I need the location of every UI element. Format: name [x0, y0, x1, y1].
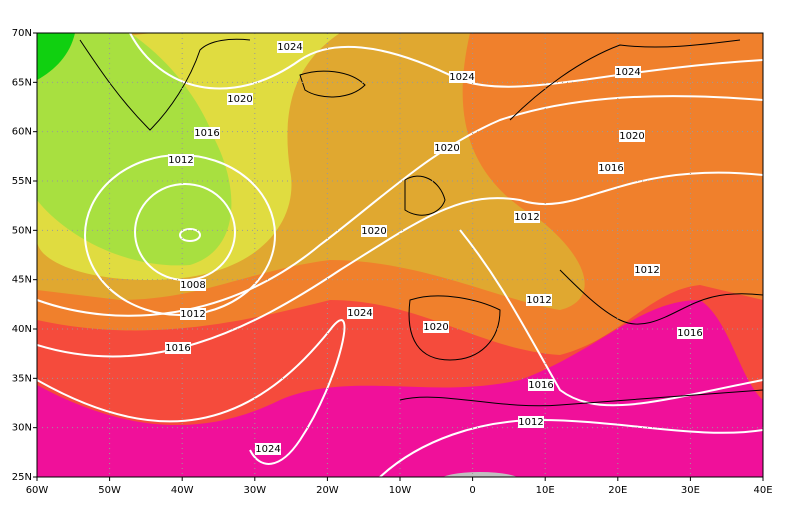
contour-label-box	[168, 154, 194, 166]
contour-label: 1008	[180, 280, 205, 291]
contour-label: 1012	[634, 265, 659, 276]
contour-label: 1020	[227, 94, 252, 105]
contour-label-box	[434, 142, 460, 154]
lon-label: 40W	[171, 485, 194, 496]
contour-label: 1012	[518, 417, 543, 428]
lon-label: 10E	[536, 485, 555, 496]
grid	[37, 33, 763, 477]
contour-labels: 1024 1024 1024 1020 1016 1020 1020 1012 1016 1012…	[165, 41, 703, 455]
pressure-field: 1024 1024 1024 1020 1016 1020 1020 1012 1016 1012…	[37, 33, 763, 477]
isobars	[37, 33, 763, 477]
band-gray	[442, 472, 518, 477]
contour-label: 1016	[165, 343, 190, 354]
lon-label: 0	[469, 485, 475, 496]
lat-label: 70N	[12, 28, 32, 39]
contour-label-box	[518, 416, 544, 428]
lat-label: 25N	[12, 472, 32, 483]
contour-label-box	[598, 162, 624, 174]
contour-label-box	[615, 66, 641, 78]
lon-label: 40E	[753, 485, 772, 496]
lon-label: 50W	[98, 485, 121, 496]
lat-label: 65N	[12, 77, 32, 88]
contour-label-box	[528, 379, 554, 391]
band-light-green	[37, 33, 232, 266]
contour-label-box	[277, 41, 303, 53]
lon-label: 20W	[316, 485, 339, 496]
lon-label: 30E	[681, 485, 700, 496]
contour-label-box	[180, 279, 206, 291]
contour-label: 1024	[347, 308, 372, 319]
contour-label: 1020	[619, 131, 644, 142]
contour-label-box	[449, 71, 475, 83]
contour-label: 1024	[615, 67, 640, 78]
contour-label: 1024	[277, 42, 302, 53]
contour-label-box	[347, 307, 373, 319]
contour-label: 1012	[514, 212, 539, 223]
band-green	[37, 33, 75, 80]
contour-label-box	[619, 130, 645, 142]
contour-label-box	[255, 443, 281, 455]
contour-label: 1020	[434, 143, 459, 154]
lon-label: 10W	[389, 485, 412, 496]
contour-label-box	[194, 127, 220, 139]
contour-label-box	[634, 264, 660, 276]
contour-label: 1020	[423, 322, 448, 333]
contour-label-box	[361, 225, 387, 237]
contour-label-box	[180, 308, 206, 320]
lat-label: 35N	[12, 373, 32, 384]
lat-label: 30N	[12, 423, 32, 434]
contour-label: 1016	[677, 328, 702, 339]
lat-label: 40N	[12, 324, 32, 335]
axes: 70N 65N 60N 55N 50N 45N 40N 35N 30N 25N 60W 50W 40W 3…	[12, 28, 773, 496]
contour-label: 1016	[194, 128, 219, 139]
contour-label: 1012	[180, 309, 205, 320]
contour-label-box	[165, 342, 191, 354]
contour-label: 1012	[526, 295, 551, 306]
lon-label: 20E	[608, 485, 627, 496]
lat-label: 45N	[12, 275, 32, 286]
contour-label: 1012	[168, 155, 193, 166]
contour-label-box	[677, 327, 703, 339]
contour-label-box	[514, 211, 540, 223]
lon-label: 30W	[243, 485, 266, 496]
contour-label: 1024	[255, 444, 280, 455]
lat-label: 60N	[12, 127, 32, 138]
contour-label-box	[227, 93, 253, 105]
coastlines	[79, 38, 763, 407]
contour-label-box	[526, 294, 552, 306]
contour-label: 1020	[361, 226, 386, 237]
lon-label: 60W	[26, 485, 49, 496]
contour-label: 1024	[449, 72, 474, 83]
lat-label: 50N	[12, 225, 32, 236]
lat-label: 55N	[12, 176, 32, 187]
contour-label-box	[423, 321, 449, 333]
contour-label: 1016	[598, 163, 623, 174]
contour-label: 1016	[528, 380, 553, 391]
